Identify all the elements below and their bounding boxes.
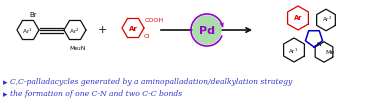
Polygon shape <box>122 19 144 38</box>
Polygon shape <box>305 31 322 47</box>
Text: Me: Me <box>325 50 334 54</box>
Text: N: N <box>317 43 321 48</box>
Text: Ar$^2$: Ar$^2$ <box>322 14 332 24</box>
Text: the formation of one C-N and two C-C bonds: the formation of one C-N and two C-C bon… <box>10 90 182 98</box>
Text: ▸: ▸ <box>3 90 8 99</box>
Text: C,C-palladacycles generated by a aminopalladation/dealkylation strategy: C,C-palladacycles generated by a aminopa… <box>10 78 292 86</box>
Text: Cl: Cl <box>144 33 150 38</box>
Polygon shape <box>284 38 304 62</box>
Text: +: + <box>97 25 107 35</box>
Polygon shape <box>288 6 308 30</box>
Text: Ar$^1$: Ar$^1$ <box>22 27 33 36</box>
Polygon shape <box>17 20 39 40</box>
Text: Ar: Ar <box>129 26 138 32</box>
Polygon shape <box>64 20 86 40</box>
Polygon shape <box>315 42 333 62</box>
Text: Ar$^1$: Ar$^1$ <box>288 46 298 56</box>
Text: Ar$^2$: Ar$^2$ <box>69 27 79 36</box>
Polygon shape <box>317 9 335 31</box>
Text: COOH: COOH <box>145 17 164 22</box>
Text: Pd: Pd <box>199 26 215 36</box>
Text: Ar: Ar <box>294 15 302 21</box>
Text: ▸: ▸ <box>3 78 8 87</box>
Text: Me₂N: Me₂N <box>70 46 86 51</box>
Circle shape <box>193 16 221 44</box>
Text: Br: Br <box>29 12 37 18</box>
